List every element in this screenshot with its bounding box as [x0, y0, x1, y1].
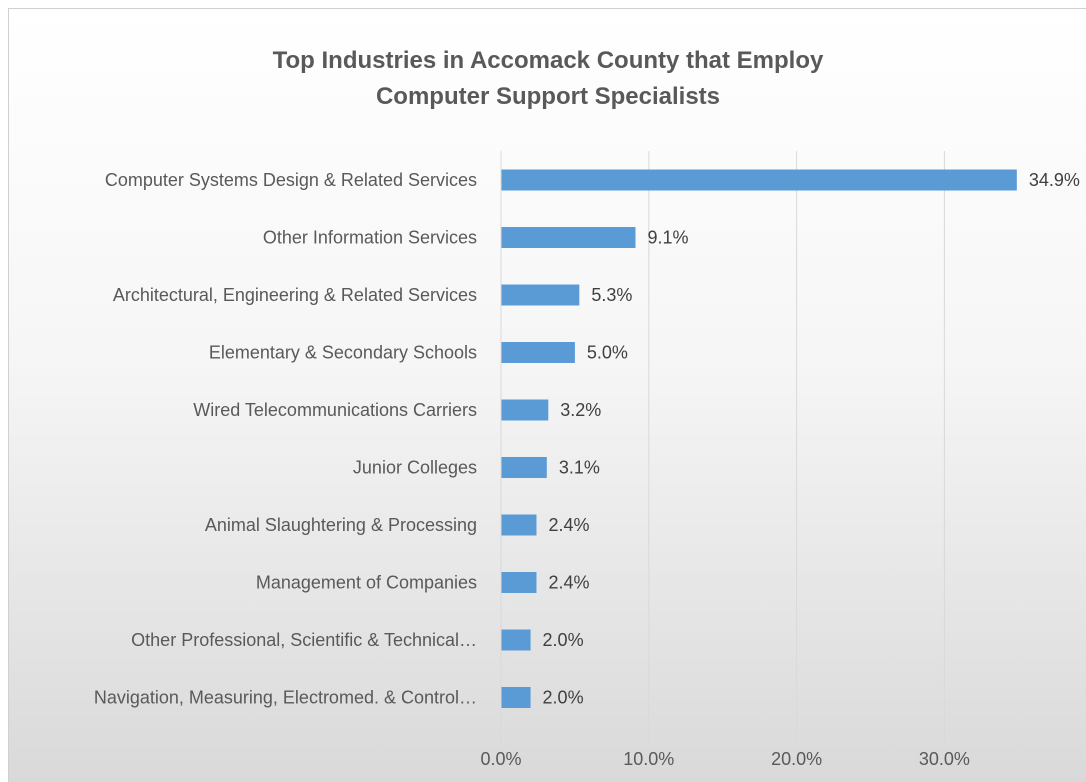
category-label-0: Computer Systems Design & Related Servic…	[105, 170, 477, 190]
value-label-1: 9.1%	[647, 228, 688, 248]
chart-title: Top Industries in Accomack County that E…	[9, 43, 1086, 115]
x-tick-label-2: 20.0%	[771, 749, 822, 769]
bar-3	[501, 342, 575, 363]
bar-9	[501, 687, 531, 708]
category-label-7: Management of Companies	[256, 573, 477, 593]
value-label-3: 5.0%	[587, 343, 628, 363]
bar-0	[501, 169, 1017, 191]
value-label-7: 2.4%	[548, 573, 589, 593]
category-label-5: Junior Colleges	[353, 458, 477, 478]
value-label-2: 5.3%	[591, 285, 632, 305]
bar-2	[501, 284, 580, 306]
x-tick-label-3: 30.0%	[919, 749, 970, 769]
chart-title-line-2: Computer Support Specialists	[375, 83, 721, 110]
plot-svg: 34.9% Computer Systems Design & Related S…	[94, 151, 1080, 769]
x-tick-label-1: 10.0%	[623, 749, 674, 769]
category-label-4: Wired Telecommunications Carriers	[193, 400, 477, 420]
category-label-6: Animal Slaughtering & Processing	[205, 515, 477, 535]
bar-7	[501, 572, 537, 593]
value-label-4: 3.2%	[560, 400, 601, 420]
category-label-1: Other Information Services	[263, 228, 477, 248]
bar-5	[501, 457, 547, 478]
category-label-9: Navigation, Measuring, Electromed. & Con…	[94, 688, 477, 708]
value-label-8: 2.0%	[543, 630, 584, 650]
chart-area: Top Industries in Accomack County that E…	[8, 8, 1086, 782]
bar-6	[501, 514, 537, 536]
chart-title-line-1: Top Industries in Accomack County that E…	[272, 47, 824, 74]
value-label-6: 2.4%	[548, 515, 589, 535]
bar-8	[501, 629, 531, 651]
category-label-2: Architectural, Engineering & Related Ser…	[113, 285, 477, 305]
x-tick-label-0: 0.0%	[480, 749, 521, 769]
value-label-5: 3.1%	[559, 458, 600, 478]
bar-4	[501, 399, 549, 421]
value-label-9: 2.0%	[543, 688, 584, 708]
category-label-8: Other Professional, Scientific & Technic…	[131, 630, 477, 650]
category-label-3: Elementary & Secondary Schools	[209, 343, 477, 363]
value-label-0: 34.9%	[1029, 170, 1080, 190]
bar-1	[501, 227, 636, 248]
